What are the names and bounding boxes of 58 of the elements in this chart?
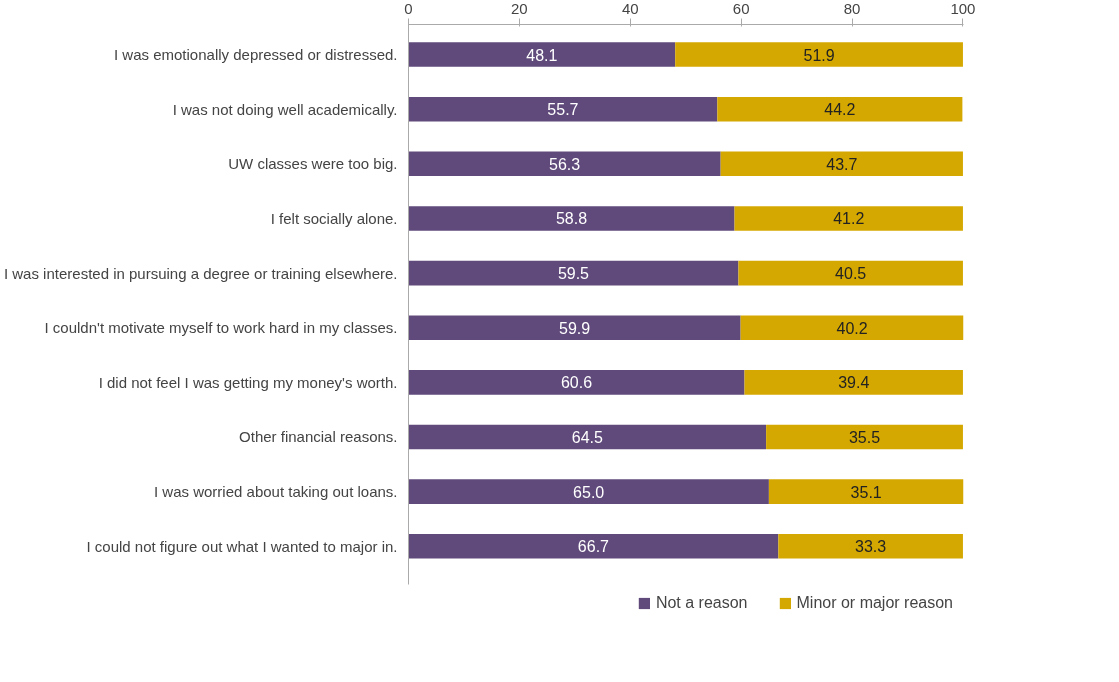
data-label: 59.9 (558, 319, 591, 337)
y-tick-label: UW classes were too big. (228, 155, 398, 173)
x-tick-label: 100 (950, 0, 976, 17)
data-label: 59.5 (557, 265, 590, 283)
x-tick-label: 20 (511, 0, 528, 17)
bar (768, 479, 964, 504)
legend-label: Minor or major reason (796, 594, 953, 612)
bar (408, 151, 721, 177)
x-tick-label: 60 (732, 0, 750, 17)
data-label: 65.0 (573, 483, 605, 501)
bar (408, 260, 739, 286)
bar (408, 370, 745, 395)
y-tick-label: I couldn't motivate myself to work hard in my classes. (44, 319, 398, 337)
y-tick-label: I did not feel I was getting my money's worth. (98, 373, 398, 391)
y-tick-label: I was interested in pursuing a degree or training elsewhere. (3, 264, 398, 282)
data-label: 48.1 (526, 46, 558, 64)
bar (740, 315, 964, 341)
bar (738, 260, 963, 286)
y-tick-label: I was emotionally depressed or distressed. (114, 46, 398, 64)
data-label: 40.5 (835, 265, 867, 283)
x-tick-label: 40 (621, 0, 639, 17)
bar (744, 370, 963, 395)
x-tick-label: 0 (404, 0, 413, 17)
y-tick-label: I felt socially alone. (270, 209, 398, 227)
data-label: 40.2 (836, 319, 868, 337)
bar (408, 479, 769, 504)
bar (408, 206, 735, 231)
bar (675, 42, 963, 67)
data-label: 44.2 (824, 101, 856, 119)
y-tick-label: I was worried about taking out loans. (154, 483, 398, 501)
bar (408, 533, 779, 559)
data-label: 51.9 (803, 46, 835, 64)
bar (720, 151, 963, 177)
data-label: 66.7 (577, 538, 610, 556)
data-label: 41.2 (833, 210, 865, 228)
bar (717, 96, 963, 122)
bar (408, 96, 718, 122)
data-label: 56.3 (549, 155, 581, 173)
data-label: 64.5 (571, 428, 603, 446)
legend-label: Not a reason (655, 594, 748, 612)
data-label: 58.8 (555, 210, 588, 228)
y-tick-label: I was not doing well academically. (172, 100, 398, 118)
data-label: 55.7 (547, 101, 579, 119)
bar (734, 206, 963, 231)
x-tick-label: 80 (843, 0, 861, 17)
data-label: 43.7 (826, 155, 858, 173)
bar (408, 315, 741, 341)
data-label: 35.1 (850, 483, 882, 501)
data-label: 35.5 (848, 428, 881, 446)
y-tick-label: Other financial reasons. (239, 428, 398, 446)
bar (778, 533, 963, 559)
data-label: 60.6 (560, 374, 593, 392)
bar (766, 424, 963, 450)
data-label: 33.3 (855, 538, 887, 556)
data-label: 39.4 (838, 374, 870, 392)
y-tick-label: I could not figure out what I wanted to major in. (86, 537, 398, 555)
bar (408, 42, 676, 67)
bar (408, 424, 767, 450)
